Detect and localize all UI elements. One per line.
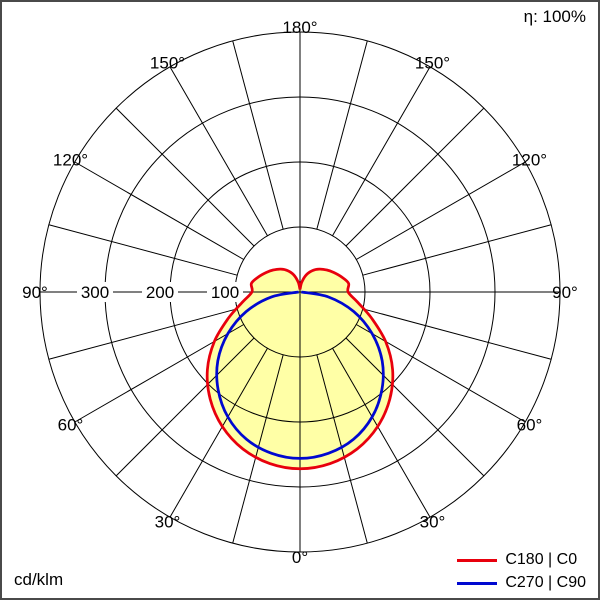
polar-grid <box>39 31 561 553</box>
angle-label: 120° <box>53 150 88 169</box>
curve-c0-c180 <box>205 267 395 471</box>
legend-line-blue <box>457 581 498 585</box>
radial-tick-label: 100 <box>211 283 239 302</box>
legend-line-red <box>457 558 498 562</box>
angle-label: 0° <box>292 548 308 567</box>
unit-label: cd/klm <box>14 570 64 589</box>
efficiency-label: η: 100% <box>523 7 586 26</box>
angle-label: 60° <box>517 415 543 434</box>
radial-tick-label: 300 <box>81 283 109 302</box>
angle-label: 180° <box>282 18 317 37</box>
radial-tick-label: 200 <box>146 283 174 302</box>
curve-c90-c270 <box>215 290 385 460</box>
series-curves <box>205 267 395 471</box>
legend-item-c0-c180: C180 | C0 <box>457 551 586 569</box>
legend-label-c0-c180: C180 | C0 <box>505 551 578 568</box>
angle-label: 120° <box>512 150 547 169</box>
angle-label: 30° <box>155 512 181 531</box>
legend-label-c90-c270: C270 | C90 <box>505 574 586 591</box>
angle-label: 30° <box>420 512 446 531</box>
angle-label: 60° <box>58 415 84 434</box>
angle-labels: 0° 30° 30° 60° 60° 90° 90° 120° 120° 150° 150° 180° <box>22 18 578 567</box>
angle-label: 90° <box>22 283 48 302</box>
radial-tick-labels: 100 200 300 <box>77 282 243 302</box>
legend: C180 | C0 C270 | C90 <box>457 551 586 592</box>
angle-label: 150° <box>150 53 185 72</box>
legend-item-c90-c270: C270 | C90 <box>457 574 586 592</box>
angle-label: 150° <box>415 53 450 72</box>
angle-label: 90° <box>552 283 578 302</box>
